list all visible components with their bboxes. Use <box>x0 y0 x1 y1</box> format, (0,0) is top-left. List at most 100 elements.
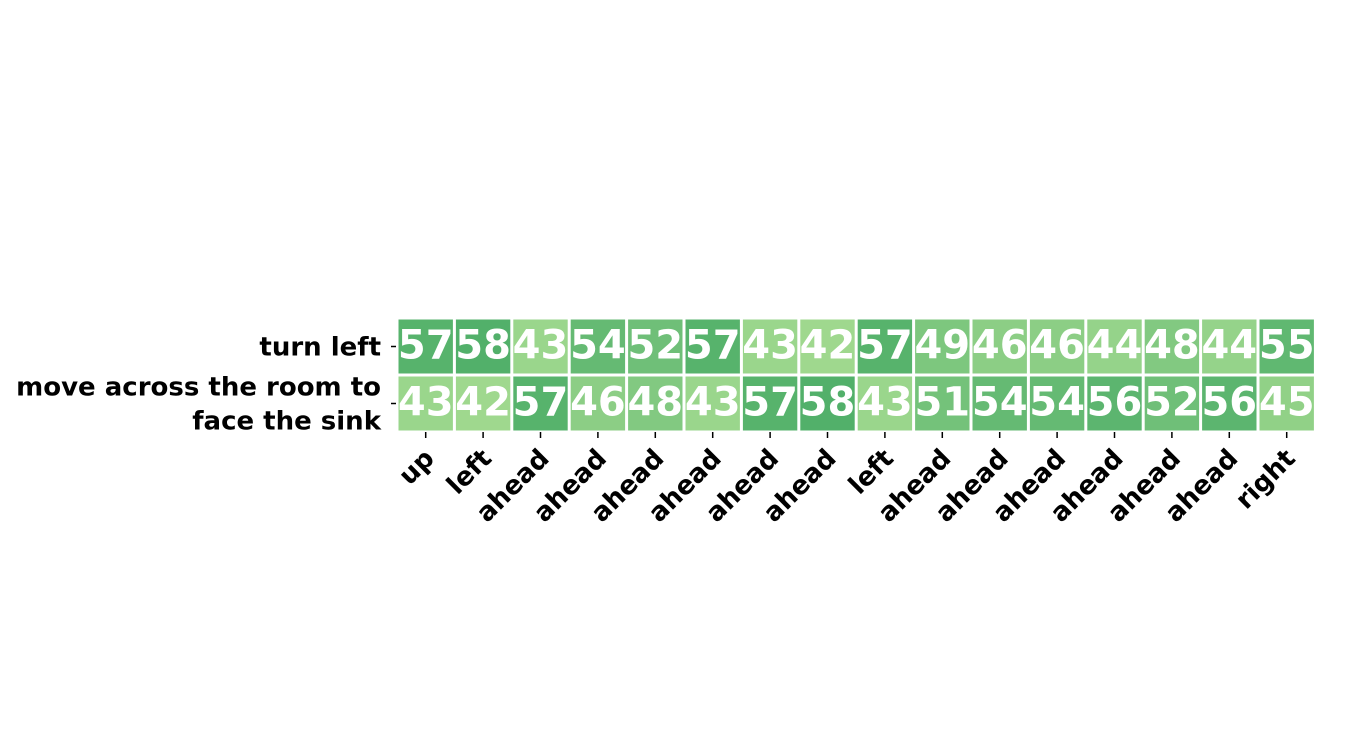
heatmap-cell-value: 43 <box>857 380 913 426</box>
heatmap-cell: 57 <box>513 376 569 431</box>
heatmap-cell: 46 <box>570 376 626 431</box>
heatmap-cell-value: 57 <box>685 323 741 369</box>
heatmap-cell-rect <box>455 319 511 374</box>
heatmap-cell: 58 <box>455 319 511 374</box>
heatmap-cell-rect <box>628 319 683 374</box>
row-label: move across the room to face the sink <box>16 373 382 437</box>
heatmap-cell: 57 <box>685 319 741 374</box>
heatmap-cell-value: 48 <box>627 380 683 426</box>
heatmap-cell: 46 <box>972 319 1028 374</box>
heatmap-cell-value: 49 <box>914 323 970 369</box>
row-label-line: turn left <box>259 333 381 363</box>
heatmap-cell-rect <box>857 376 913 431</box>
row-label-line: face the sink <box>192 407 381 437</box>
heatmap-cell-rect <box>1259 319 1314 374</box>
heatmap-cell: 51 <box>914 376 970 431</box>
heatmap-cell-value: 57 <box>742 380 798 426</box>
heatmap-cell: 43 <box>742 319 798 374</box>
heatmap-cell-value: 43 <box>513 323 569 369</box>
heatmap-cell-rect <box>570 376 626 431</box>
heatmap-cell-value: 48 <box>1144 323 1200 369</box>
heatmap-cell-value: 57 <box>398 323 454 369</box>
heatmap-cell-value: 43 <box>685 380 741 426</box>
heatmap-cell-rect <box>513 376 568 431</box>
heatmap-cell-rect <box>628 376 683 431</box>
row-label-line: move across the room to <box>16 373 381 403</box>
heatmap-cell-value: 43 <box>742 323 798 369</box>
heatmap-cell: 52 <box>627 319 683 374</box>
heatmap-cell-value: 46 <box>972 323 1028 369</box>
heatmap-cell-value: 52 <box>1144 380 1200 426</box>
heatmap-cell: 48 <box>1144 319 1200 374</box>
heatmap-cell-value: 46 <box>570 380 626 426</box>
heatmap-cell: 57 <box>742 376 798 431</box>
heatmap-cell-rect <box>513 319 568 374</box>
heatmap-cell-rect <box>1202 376 1257 431</box>
heatmap-cell: 42 <box>455 376 511 431</box>
heatmap-cell: 43 <box>857 376 913 431</box>
heatmap-cell-rect <box>800 319 855 374</box>
heatmap-cell: 55 <box>1259 319 1315 374</box>
heatmap-cell-rect <box>915 319 970 374</box>
heatmap-cell: 54 <box>570 319 626 374</box>
heatmap-cell: 43 <box>398 376 454 431</box>
heatmap-cell: 49 <box>914 319 970 374</box>
heatmap-cell-value: 54 <box>570 323 626 369</box>
heatmap-cell: 43 <box>685 376 741 431</box>
heatmap-cell: 56 <box>1087 376 1143 431</box>
heatmap-cell-value: 57 <box>857 323 913 369</box>
column-label: right <box>1230 444 1302 516</box>
heatmap-cell-value: 58 <box>455 323 511 369</box>
heatmap-cell: 58 <box>800 376 856 431</box>
heatmap-cell-rect <box>742 319 798 374</box>
heatmap-cell-value: 57 <box>513 380 569 426</box>
heatmap-cell-rect <box>398 319 453 374</box>
heatmap-cell-value: 55 <box>1259 323 1315 369</box>
row-labels: turn left move across the room to face the… <box>16 333 382 437</box>
heatmap-cell-rect <box>1029 376 1085 431</box>
heatmap-cell-rect <box>1029 319 1085 374</box>
heatmap-cell-rect <box>398 376 453 431</box>
heatmap-cell-rect <box>915 376 970 431</box>
heatmap-cell: 46 <box>1029 319 1085 374</box>
heatmap-cell: 44 <box>1087 319 1142 374</box>
heatmap-cell-rect <box>742 376 798 431</box>
heatmap-cell-rect <box>455 376 511 431</box>
heatmap-cell-rect <box>570 319 626 374</box>
heatmap-cell: 54 <box>972 376 1028 431</box>
heatmap-cell-rect <box>1144 376 1200 431</box>
heatmap-cell-value: 56 <box>1087 380 1143 426</box>
heatmap-cell-rect <box>1259 376 1314 431</box>
heatmap-cell-rect <box>972 376 1027 431</box>
column-label: up <box>393 444 440 491</box>
heatmap-cell-value: 58 <box>800 380 856 426</box>
heatmap-cell: 42 <box>800 319 856 374</box>
heatmap-cell-value: 45 <box>1259 380 1315 426</box>
heatmap-cell-rect <box>1202 319 1257 374</box>
heatmap-cell: 45 <box>1259 376 1315 431</box>
heatmap-cell-rect <box>1087 376 1142 431</box>
heatmap-cell: 52 <box>1144 376 1200 431</box>
heatmap-cell: 44 <box>1201 319 1257 374</box>
heatmap-cell-value: 42 <box>800 323 856 369</box>
heatmap-cell: 48 <box>627 376 683 431</box>
heatmap-cell: 54 <box>1029 376 1085 431</box>
heatmap-cell: 43 <box>513 319 569 374</box>
heatmap-cell-rect <box>972 319 1027 374</box>
heatmap-cell-value: 42 <box>455 380 511 426</box>
heatmap-cell-rect <box>857 319 913 374</box>
axis-ticks <box>391 345 1288 438</box>
heatmap-cell-value: 46 <box>1029 323 1085 369</box>
heatmap-cell-value: 51 <box>914 380 970 426</box>
heatmap-cell-rect <box>800 376 855 431</box>
heatmap-cell-rect <box>685 319 740 374</box>
heatmap-cell-value: 44 <box>1201 323 1257 369</box>
heatmap-cell-value: 54 <box>972 380 1028 426</box>
heatmap-cell-value: 43 <box>398 380 454 426</box>
heatmap-cell: 57 <box>398 319 454 374</box>
row-label: turn left <box>259 333 381 363</box>
heatmap-cell-value: 56 <box>1201 380 1257 426</box>
